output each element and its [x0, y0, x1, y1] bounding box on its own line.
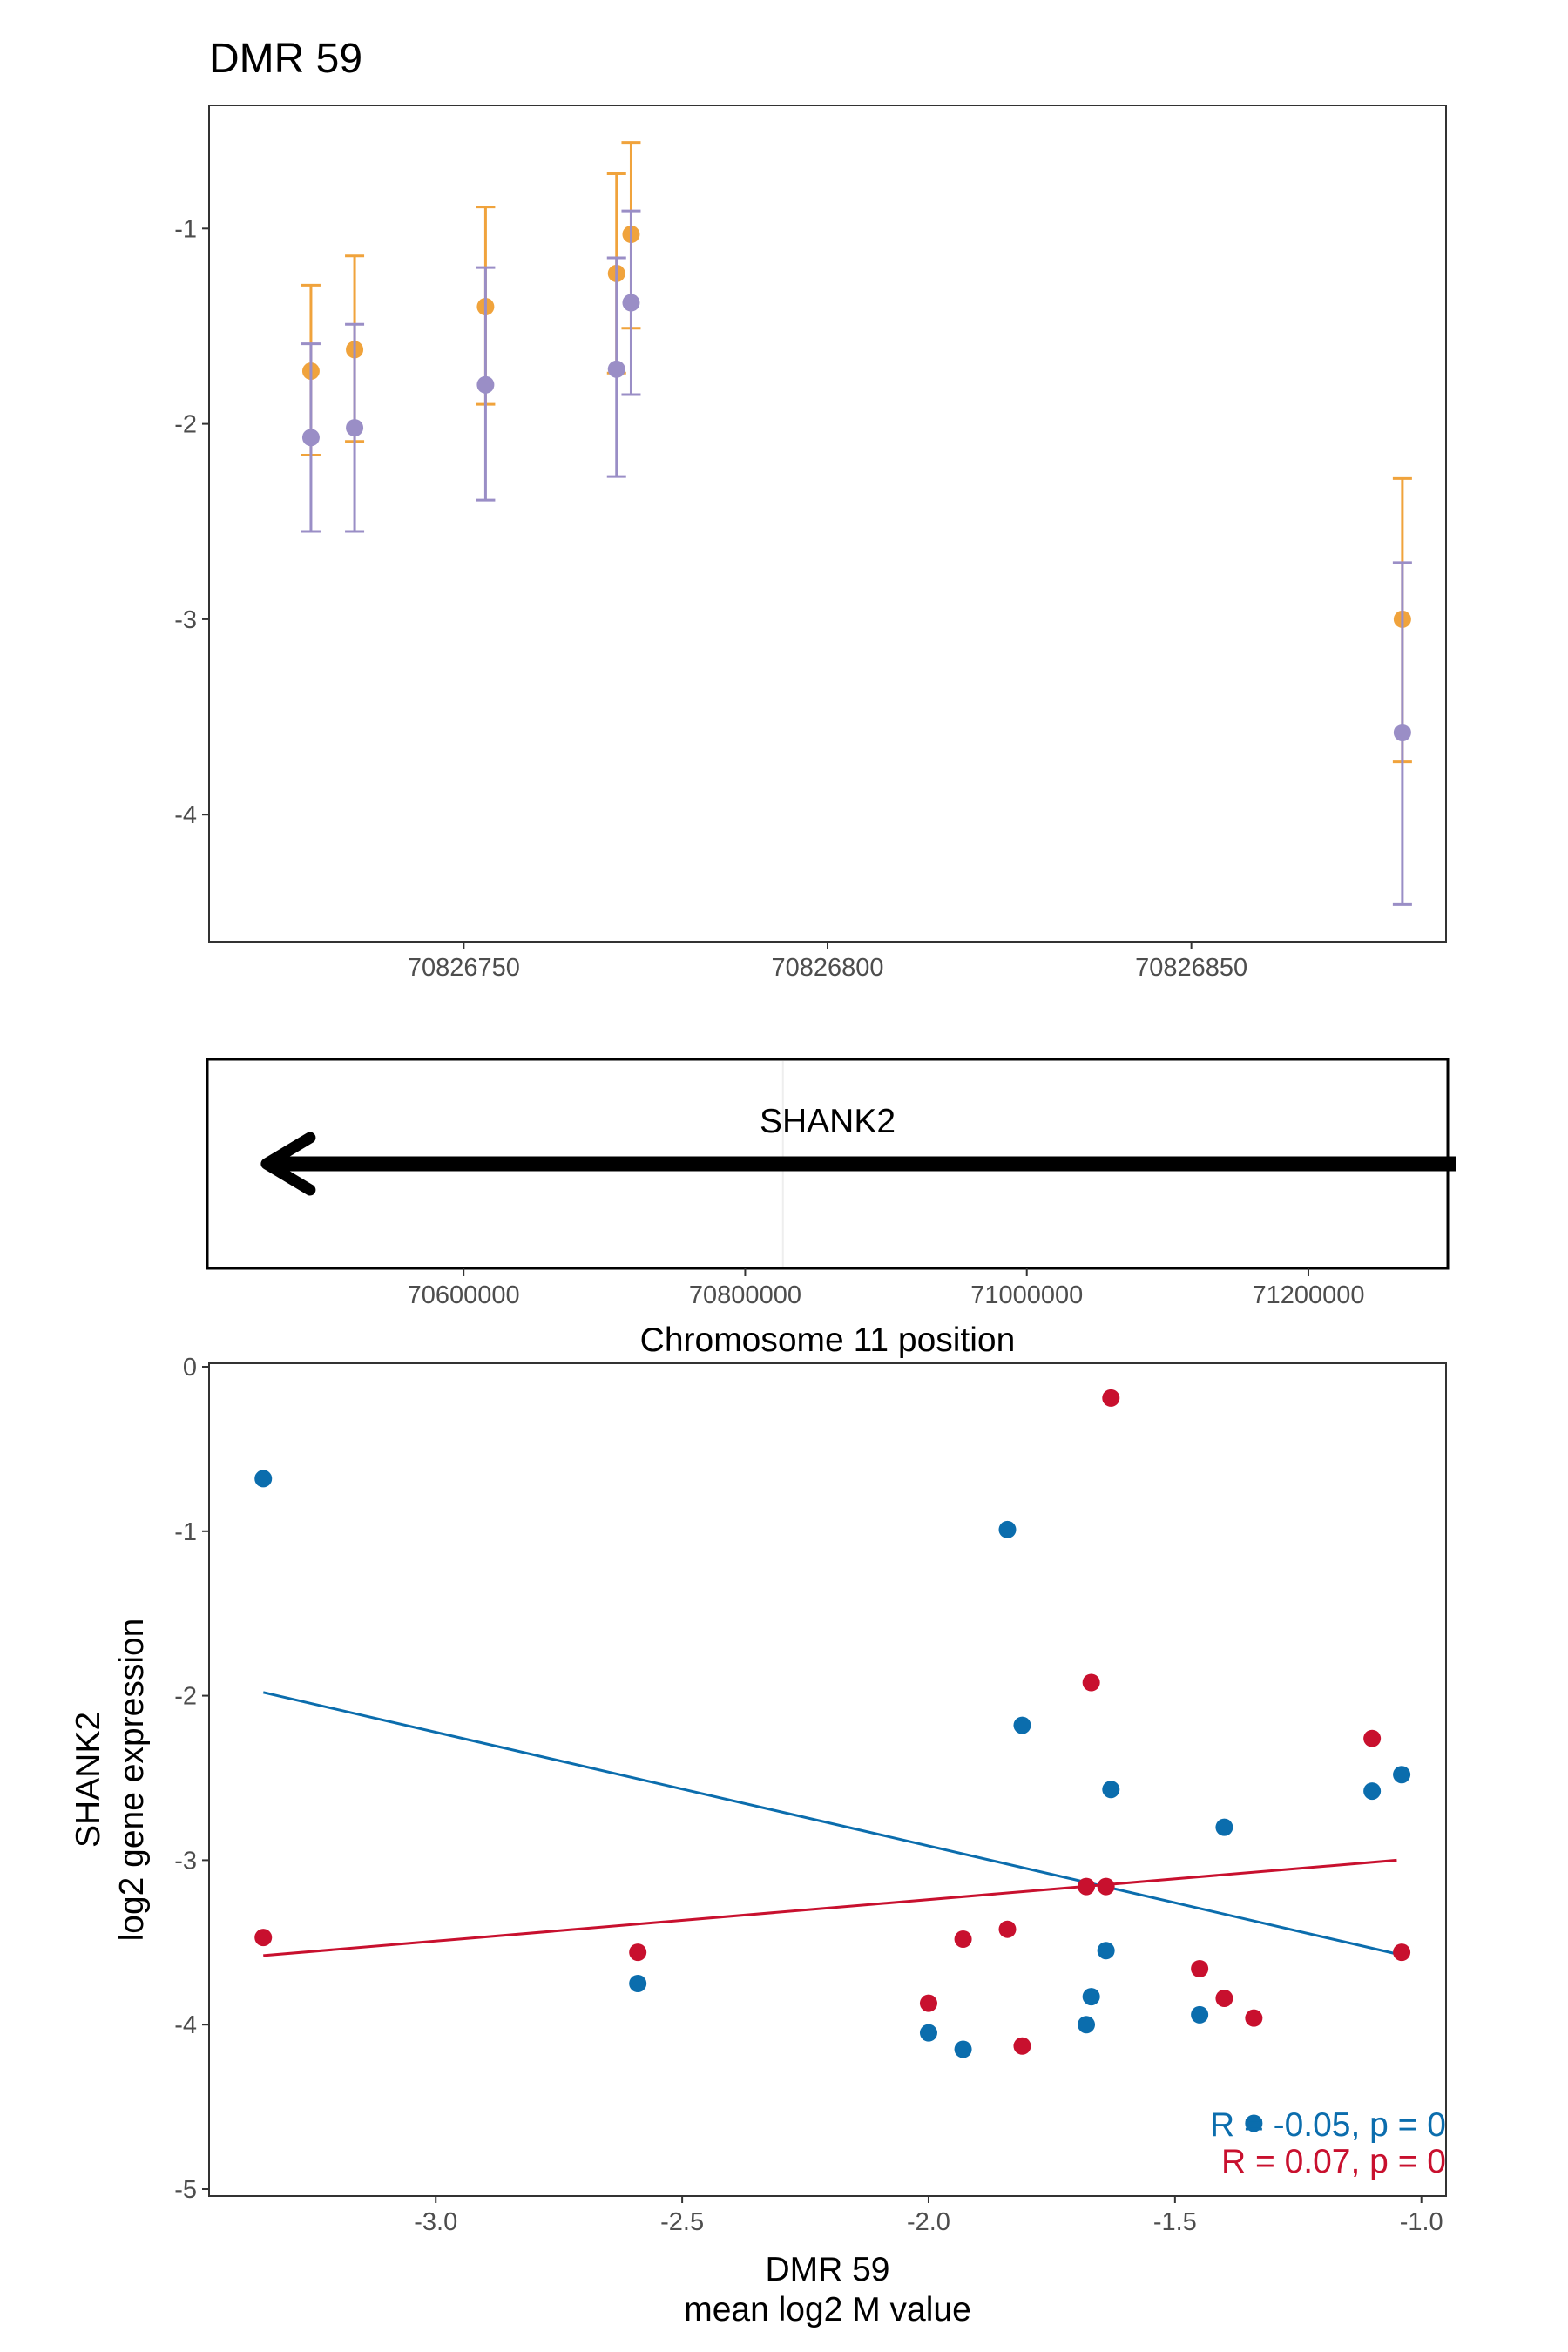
data-point: [919, 1994, 937, 2012]
data-point: [1082, 1673, 1100, 1692]
panel3-frame: [208, 1362, 1447, 2197]
x-tick-label: 70826750: [408, 954, 520, 982]
data-point: [1215, 1818, 1233, 1836]
x-tick-label: -2.0: [907, 2208, 950, 2236]
data-point: [254, 1470, 273, 1488]
y-tick-label: -3: [174, 606, 197, 634]
x-tick-label: 70600000: [408, 1281, 520, 1309]
data-point: [1393, 1943, 1411, 1962]
panel1-marks: [301, 141, 1412, 906]
y-tick-label: -4: [174, 801, 197, 829]
gene-arrowhead: [260, 1132, 316, 1196]
y-tick-label: -2: [174, 1683, 197, 1711]
data-point: [998, 1920, 1017, 1938]
x-tick-label: -1.5: [1153, 2208, 1197, 2236]
x-tick-label: 70800000: [689, 1281, 801, 1309]
gene-label: SHANK2: [760, 1103, 896, 1140]
x-tick-label: -2.5: [660, 2208, 704, 2236]
data-point: [1363, 1782, 1382, 1801]
data-point: [1102, 1781, 1120, 1799]
data-point: [1078, 1877, 1096, 1896]
data-point: [1078, 2016, 1096, 2034]
data-point: [998, 1520, 1017, 1538]
panel2-axes: 70600000 70800000 71000000 71200000: [408, 1268, 1364, 1309]
panel2-x-axis-label: Chromosome 11 position: [640, 1321, 1016, 1359]
panel3-marks: [254, 1389, 1411, 2132]
data-point: [1393, 1766, 1411, 1784]
x-tick-label: -1.0: [1400, 2208, 1443, 2236]
panel1-frame: [208, 105, 1447, 943]
data-point: [1245, 2009, 1263, 2027]
data-point: [1013, 2037, 1031, 2055]
data-point: [1082, 1988, 1100, 2006]
y-tick-label: -3: [174, 1847, 197, 1875]
data-point: [629, 1975, 647, 1992]
x-tick-label: 70826850: [1135, 954, 1247, 982]
data-point: [622, 294, 640, 312]
regression-line: [263, 1858, 1397, 1957]
panel1-axes: 70826750 70826800 70826850 -1 -2 -3 -4: [174, 215, 1247, 982]
data-point: [301, 429, 320, 447]
regression-line: [262, 1691, 1397, 1956]
x-tick-label: 71200000: [1252, 1281, 1364, 1309]
data-point: [919, 2024, 937, 2042]
y-tick-label: -1: [174, 1518, 197, 1546]
x-tick-label: 71000000: [970, 1281, 1083, 1309]
panel3-y-axis-sublabel: log2 gene expression: [113, 1619, 151, 1942]
x-tick-label: 70826800: [771, 954, 883, 982]
panel3-x-axis-label: DMR 59: [765, 2251, 889, 2288]
y-tick-label: 0: [183, 1354, 197, 1382]
y-tick-label: -2: [174, 411, 197, 439]
data-point: [1191, 1960, 1209, 1978]
data-point: [1097, 1877, 1115, 1896]
panel2-marks: [260, 1061, 1456, 1267]
correlation-annotation: R = 0.07, p = 0: [1221, 2143, 1446, 2180]
correlation-annotation: R = -0.05, p = 0: [1210, 2106, 1446, 2144]
y-tick-label: -1: [174, 215, 197, 243]
data-point: [1245, 2114, 1263, 2132]
data-point: [1215, 1989, 1233, 2007]
data-point: [1191, 2005, 1209, 2024]
panel3-y-axis-label: SHANK2: [70, 1712, 107, 1848]
panel3-annotations: R = -0.05, p = 0R = 0.07, p = 0: [1210, 2106, 1446, 2180]
data-point: [476, 375, 495, 394]
data-point: [254, 1929, 273, 1947]
data-point: [1097, 1942, 1115, 1960]
data-point: [607, 360, 625, 378]
x-tick-label: -3.0: [414, 2208, 457, 2236]
panel3-x-axis-sublabel: mean log2 M value: [684, 2291, 971, 2328]
data-point: [954, 1930, 972, 1949]
panel1-title: DMR 59: [209, 36, 362, 82]
y-tick-label: -5: [174, 2176, 197, 2204]
panel3-axes: -3.0 -2.5 -2.0 -1.5 -1.0 0 -1 -2 -3 -4 -5: [174, 1354, 1443, 2236]
data-point: [1393, 724, 1411, 741]
data-point: [954, 2040, 972, 2058]
data-point: [1363, 1729, 1382, 1747]
data-point: [1102, 1389, 1120, 1407]
y-tick-label: -4: [174, 2011, 197, 2039]
data-point: [346, 419, 364, 437]
data-point: [1013, 1716, 1031, 1734]
data-point: [629, 1943, 647, 1962]
